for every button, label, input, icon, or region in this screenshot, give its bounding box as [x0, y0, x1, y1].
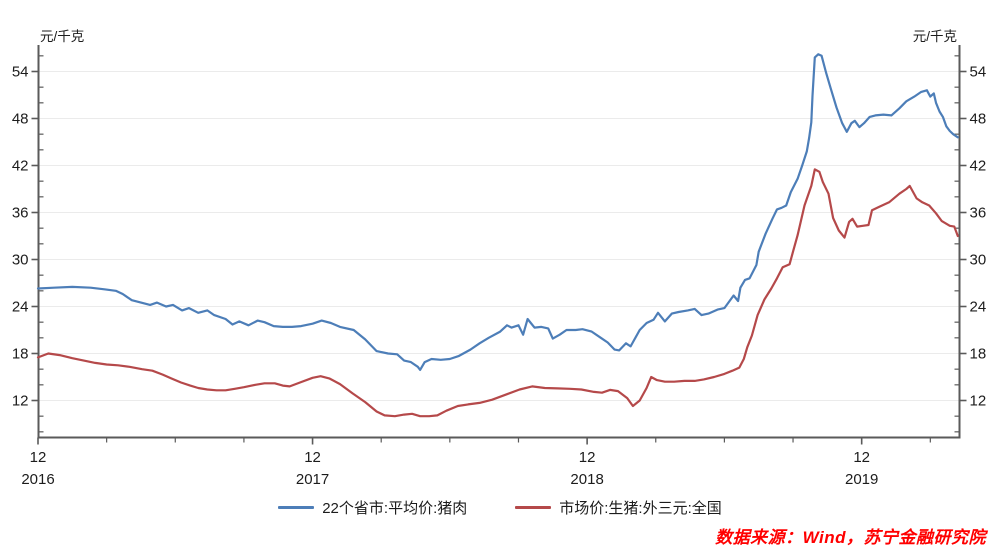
x-tick-month-label: 12	[579, 449, 596, 466]
chart-legend: 22个省市:平均价:猪肉 市场价:生猪:外三元:全国	[0, 497, 1000, 518]
y-axis-unit-label-right: 元/千克	[913, 29, 957, 44]
x-tick-year-label: 2019	[845, 471, 878, 488]
y-tick-label-right: 48	[970, 111, 987, 128]
x-tick-month-label: 12	[853, 449, 870, 466]
legend-item-pork-avg-price: 22个省市:平均价:猪肉	[278, 497, 467, 518]
y-tick-label-right: 54	[970, 64, 987, 81]
y-tick-label-left: 42	[12, 158, 29, 175]
y-tick-label-right: 18	[970, 346, 987, 363]
y-tick-label-left: 36	[12, 205, 29, 222]
y-tick-label-left: 24	[12, 299, 29, 316]
y-tick-label-right: 30	[970, 252, 987, 269]
legend-swatch-blue-line	[278, 506, 315, 509]
y-tick-label-right: 36	[970, 205, 987, 222]
y-tick-label-right: 12	[970, 393, 987, 410]
axes-layer: 12 12 18 18 24 24 30 30 36 36 42 42 48 48 54 54 12 2016 12…	[12, 45, 986, 488]
legend-label-pork-avg-price: 22个省市:平均价:猪肉	[322, 500, 468, 517]
data-source-note: 数据来源：Wind，苏宁金融研究院	[715, 528, 986, 547]
y-tick-label-left: 12	[12, 393, 29, 410]
x-tick-month-label: 12	[304, 449, 321, 466]
y-tick-label-left: 18	[12, 346, 29, 363]
legend-item-hog-market-price: 市场价:生猪:外三元:全国	[515, 497, 722, 518]
y-axis-unit-label-left: 元/千克	[40, 29, 84, 44]
y-tick-label-right: 42	[970, 158, 987, 175]
y-tick-label-left: 54	[12, 64, 29, 81]
x-tick-month-label: 12	[30, 449, 47, 466]
series-line-hog-market-price	[36, 168, 959, 418]
x-tick-year-label: 2018	[570, 471, 603, 488]
y-tick-label-left: 30	[12, 252, 29, 269]
series-layer	[36, 53, 959, 418]
gridlines-layer	[38, 71, 960, 401]
series-line-pork-avg-price	[36, 53, 959, 371]
x-tick-year-label: 2017	[296, 471, 329, 488]
legend-swatch-red-line	[515, 506, 552, 509]
y-tick-label-left: 48	[12, 111, 29, 128]
y-tick-label-right: 24	[970, 299, 987, 316]
legend-label-hog-market-price: 市场价:生猪:外三元:全国	[559, 500, 722, 517]
x-tick-year-label: 2016	[21, 471, 54, 488]
